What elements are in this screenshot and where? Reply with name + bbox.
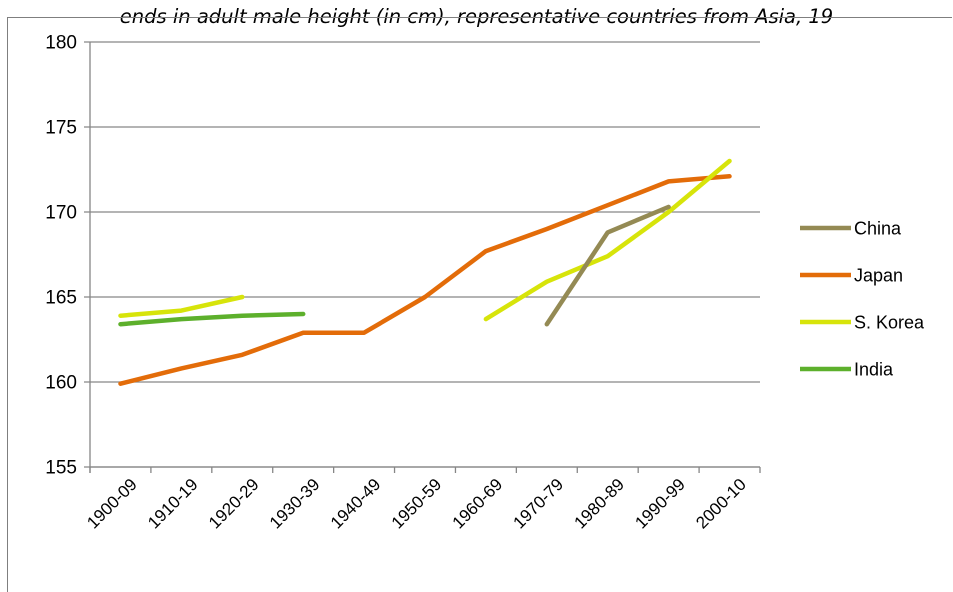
x-tick-label: 1940-49 (327, 475, 385, 533)
y-tick-label: 170 (45, 203, 77, 224)
x-tick-label: 1950-59 (388, 475, 446, 533)
x-tick-label: 1900-09 (83, 475, 141, 533)
axes (89, 42, 761, 473)
series-line-china (544, 204, 671, 327)
x-tick-labels: 1900-09 1910-19 1920-29 1930-39 1940-49 1950-… (83, 475, 750, 533)
legend-label: S. Korea (854, 313, 925, 333)
legend: China Japan S. Korea India (800, 219, 925, 380)
series-line-india (118, 311, 306, 327)
y-tick-label: 155 (45, 458, 77, 479)
x-tick-label: 1930-39 (266, 475, 324, 533)
gridlines (84, 41, 760, 468)
x-tick-label: 1960-69 (449, 475, 507, 533)
y-tick-label: 180 (45, 33, 77, 54)
legend-label: India (854, 360, 894, 380)
chart-frame (7, 17, 952, 592)
y-tick-label: 175 (45, 118, 77, 139)
legend-label: Japan (854, 266, 903, 286)
x-tick-label: 1980-89 (570, 475, 628, 533)
x-tick-label: 2000-10 (692, 475, 750, 533)
y-tick-labels: 155 160 165 170 175 180 (45, 33, 77, 479)
series-line-japan (118, 174, 732, 386)
series-line-s-korea (483, 158, 732, 322)
series-line-s-korea (118, 294, 245, 318)
legend-label: China (854, 219, 902, 239)
y-tick-label: 165 (45, 288, 77, 309)
x-tick-label: 1910-19 (144, 475, 202, 533)
y-tick-label: 160 (45, 373, 77, 394)
series-lines (118, 158, 732, 386)
x-tick-label: 1990-99 (631, 475, 689, 533)
chart-title: ends in adult male height (in cm), repre… (119, 5, 834, 28)
x-tick-label: 1970-79 (510, 475, 568, 533)
x-tick-label: 1920-29 (205, 475, 263, 533)
